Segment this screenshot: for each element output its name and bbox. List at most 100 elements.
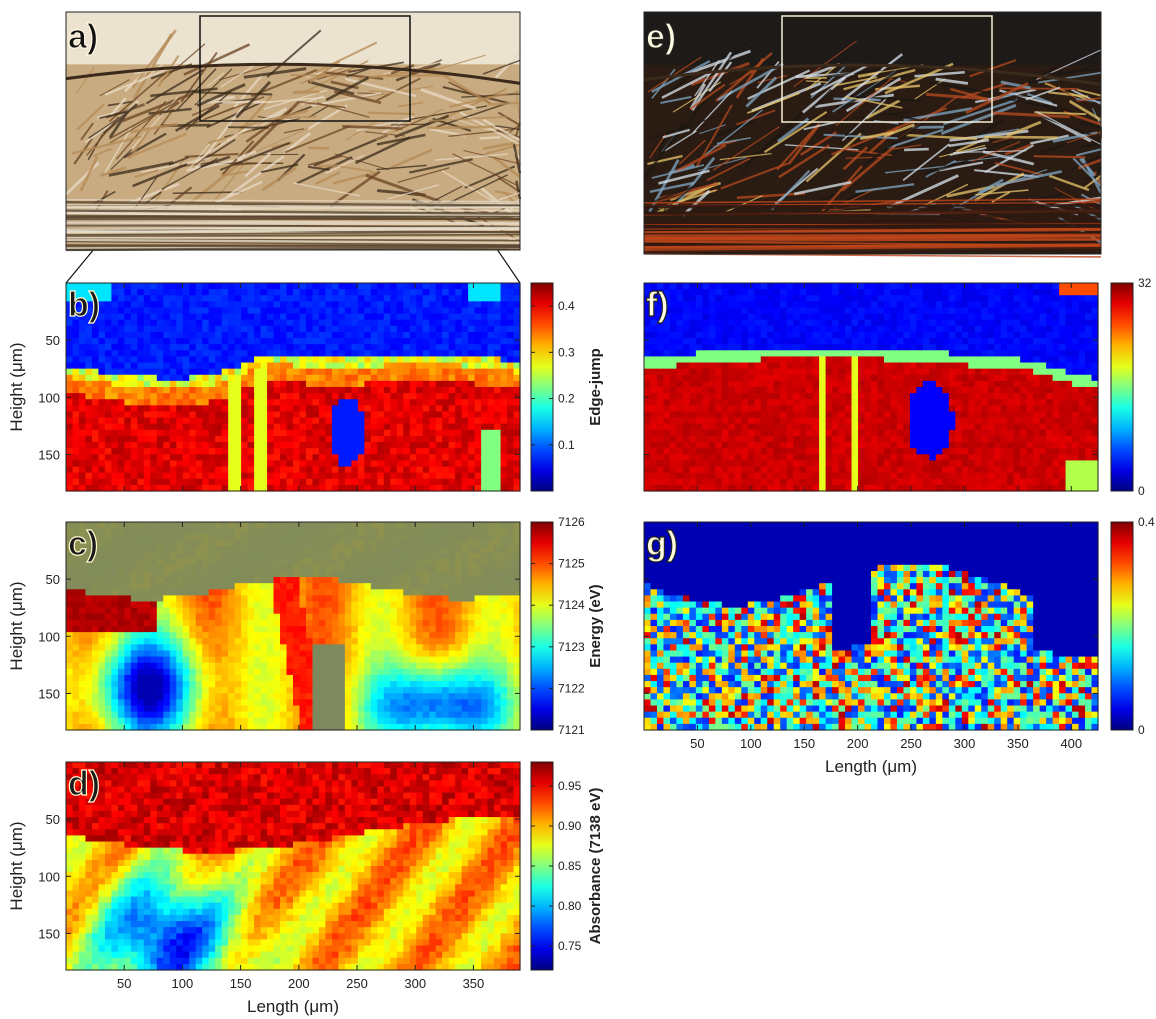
heatmap-cell bbox=[507, 662, 515, 670]
heatmap-cell bbox=[435, 435, 443, 443]
heatmap-cell bbox=[364, 558, 372, 566]
heatmap-cell bbox=[351, 307, 359, 315]
heatmap-cell bbox=[474, 674, 482, 682]
heatmap-cell bbox=[267, 478, 275, 486]
heatmap-cell bbox=[267, 466, 275, 474]
heatmap-cell bbox=[357, 478, 365, 486]
heatmap-cell bbox=[507, 540, 515, 548]
heatmap-cell bbox=[305, 295, 314, 302]
heatmap-cell bbox=[124, 552, 132, 560]
heatmap-cell bbox=[221, 632, 229, 639]
heatmap-cell bbox=[85, 368, 93, 376]
heatmap-cell bbox=[487, 558, 495, 566]
heatmap-cell bbox=[195, 319, 203, 327]
heatmap-cell bbox=[403, 687, 411, 694]
micrograph-fiber bbox=[940, 103, 1017, 135]
heatmap-cell bbox=[260, 466, 268, 474]
heatmap-cell bbox=[66, 656, 74, 664]
heatmap-cell bbox=[377, 632, 385, 639]
heatmap-cell bbox=[435, 583, 443, 590]
heatmap-cell bbox=[163, 552, 171, 560]
heatmap-cell bbox=[241, 558, 249, 566]
heatmap-cell bbox=[481, 674, 489, 682]
heatmap-cell bbox=[455, 393, 463, 400]
heatmap-cell bbox=[143, 460, 151, 468]
heatmap-cell bbox=[344, 460, 352, 468]
heatmap-cell bbox=[111, 295, 119, 302]
heatmap-cell bbox=[416, 338, 424, 345]
heatmap-cell bbox=[468, 478, 476, 486]
heatmap-cell bbox=[396, 307, 404, 315]
heatmap-cell bbox=[241, 466, 249, 474]
heatmap-cell bbox=[104, 350, 112, 358]
heatmap-cell bbox=[448, 399, 456, 406]
heatmap-cell bbox=[202, 356, 210, 364]
heatmap-cell bbox=[143, 423, 151, 431]
heatmap-cell bbox=[487, 564, 495, 572]
heatmap-cell bbox=[429, 325, 437, 333]
heatmap-cell bbox=[494, 423, 502, 431]
heatmap-cell bbox=[221, 552, 229, 560]
heatmap-cell bbox=[299, 393, 307, 400]
heatmap-cell bbox=[325, 387, 333, 394]
heatmap-cell bbox=[234, 558, 242, 566]
micrograph-fiber bbox=[842, 65, 906, 109]
heatmap-cell bbox=[331, 638, 339, 645]
heatmap-cell bbox=[143, 356, 151, 364]
heatmap-cell bbox=[66, 454, 74, 462]
heatmap-cell bbox=[396, 466, 404, 474]
heatmap-cell bbox=[176, 301, 184, 309]
heatmap-cell bbox=[390, 607, 398, 615]
heatmap-cell bbox=[189, 601, 197, 609]
heatmap-cell bbox=[85, 668, 93, 676]
heatmap-cell bbox=[72, 417, 80, 425]
heatmap-cell bbox=[228, 442, 236, 449]
heatmap-cell bbox=[305, 478, 314, 486]
heatmap-cell bbox=[507, 656, 515, 664]
heatmap-cell bbox=[370, 558, 378, 566]
heatmap-cell bbox=[137, 674, 145, 682]
heatmap-cell bbox=[254, 362, 262, 370]
heatmap-cell bbox=[189, 552, 197, 560]
heatmap-cell bbox=[221, 466, 229, 474]
heatmap-cell bbox=[215, 283, 223, 290]
heatmap-cell bbox=[280, 442, 288, 449]
micrograph-fiber bbox=[439, 87, 508, 122]
heatmap-cell bbox=[318, 546, 327, 554]
heatmap-cell bbox=[312, 289, 320, 296]
heatmap-cell bbox=[267, 626, 275, 633]
heatmap-cell bbox=[487, 448, 495, 455]
heatmap-cell bbox=[241, 411, 249, 419]
heatmap-cell bbox=[163, 283, 171, 290]
heatmap-cell bbox=[202, 460, 210, 468]
heatmap-cell bbox=[468, 289, 476, 296]
heatmap-cell bbox=[176, 687, 184, 694]
heatmap-cell bbox=[435, 656, 443, 664]
heatmap-cell bbox=[435, 442, 443, 449]
heatmap-cell bbox=[396, 313, 404, 321]
heatmap-cell bbox=[429, 589, 437, 597]
heatmap-cell bbox=[137, 632, 145, 639]
heatmap-cell bbox=[448, 319, 456, 327]
heatmap-cell bbox=[85, 454, 93, 462]
heatmap-cell bbox=[176, 411, 184, 419]
heatmap-cell bbox=[435, 362, 443, 370]
heatmap-cell bbox=[195, 301, 203, 309]
heatmap-cell bbox=[344, 577, 352, 584]
heatmap-cell bbox=[130, 644, 138, 652]
heatmap-cell bbox=[78, 301, 87, 309]
heatmap-cell bbox=[228, 650, 236, 658]
heatmap-cell bbox=[156, 687, 164, 694]
heatmap-cell bbox=[370, 325, 378, 333]
heatmap-cell bbox=[494, 454, 502, 462]
micrograph-fiber bbox=[99, 79, 130, 97]
heatmap-cell bbox=[403, 619, 411, 627]
heatmap-cell bbox=[72, 472, 80, 480]
micrograph-fiber bbox=[812, 88, 833, 109]
heatmap-cell bbox=[390, 435, 398, 443]
heatmap-cell bbox=[351, 374, 359, 382]
heatmap-cell bbox=[111, 595, 119, 603]
heatmap-cell bbox=[137, 522, 145, 529]
heatmap-cell bbox=[487, 295, 495, 302]
heatmap-cell bbox=[422, 429, 430, 437]
